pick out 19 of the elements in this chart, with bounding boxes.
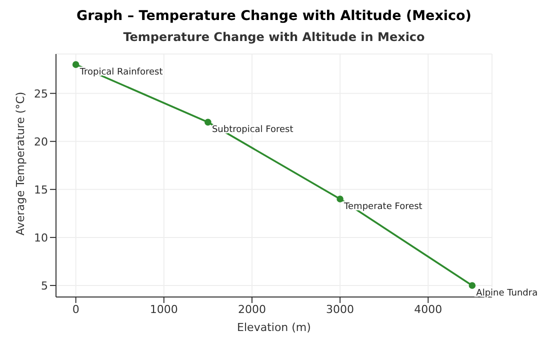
x-tick-label: 0	[72, 302, 80, 316]
x-tick-label: 4000	[414, 302, 442, 316]
point	[72, 61, 80, 68]
point	[468, 282, 476, 289]
chart-subtitle: Temperature Change with Altitude in Mexico	[122, 30, 426, 46]
point	[204, 118, 212, 126]
y-tick-label: 5	[41, 279, 48, 292]
chart-title: Graph – Temperature Change with Altitude (Mexico)	[76, 8, 472, 26]
x-axis-title: Elevation (m)	[237, 321, 311, 334]
y-tick-label: 15	[34, 183, 48, 196]
point	[336, 196, 344, 202]
annotation: Alpine Tundra	[476, 288, 538, 298]
y-tick-label: 10	[34, 231, 48, 244]
x-tick-label: 3000	[326, 302, 354, 316]
y-tick-label: 20	[34, 135, 48, 148]
y-axis-title: Average Temperature (°C)	[14, 92, 27, 236]
x-tick-label: 2000	[238, 302, 266, 316]
y-tick-label: 25	[34, 87, 48, 100]
x-tick-label: 1000	[150, 302, 178, 316]
